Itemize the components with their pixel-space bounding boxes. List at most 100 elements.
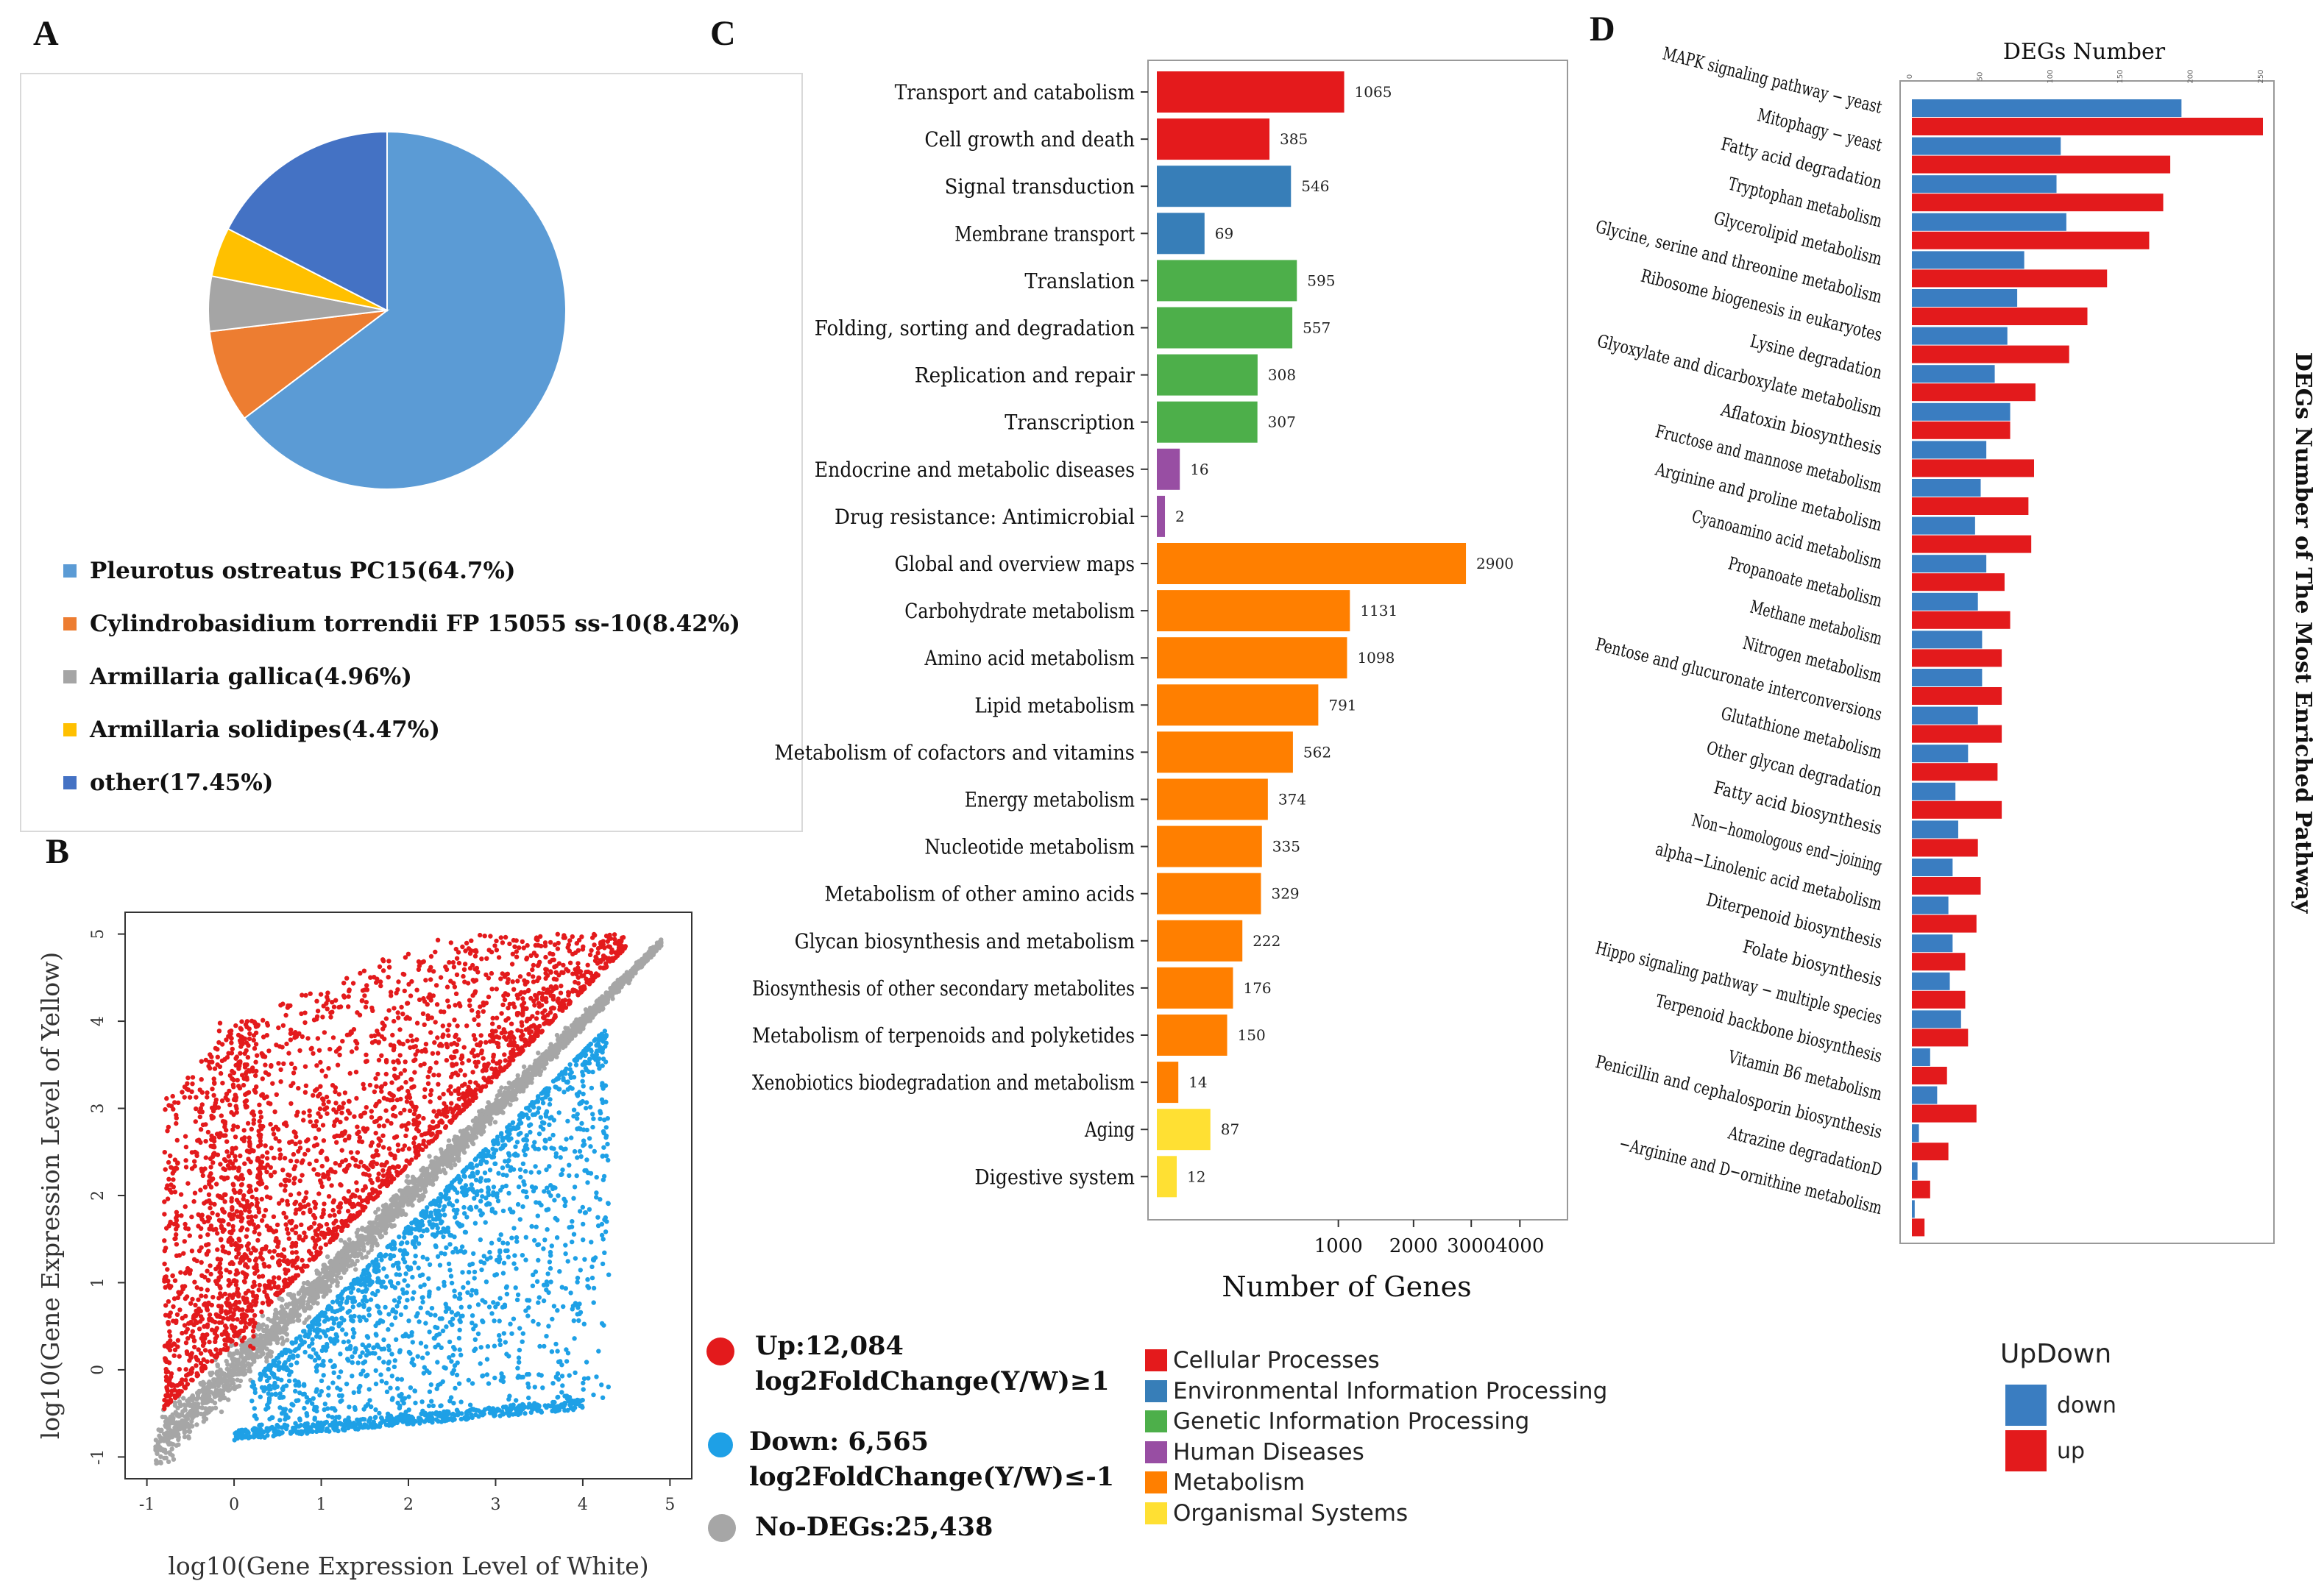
scatter-point — [536, 1051, 541, 1056]
scatter-point — [403, 1212, 408, 1218]
scatter-point — [214, 1380, 220, 1385]
scatter-point — [184, 1373, 189, 1378]
scatter-point — [202, 1348, 208, 1353]
scatter-point — [186, 1429, 191, 1434]
scatter-point — [506, 1080, 511, 1086]
legend-label: Cylindrobasidium torrendii FP 15055 ss-1… — [90, 611, 740, 637]
pie-legend-item: other(17.45%) — [63, 770, 273, 796]
scatter-point — [554, 1032, 560, 1038]
scatter-point — [360, 1225, 365, 1231]
scatter-point — [158, 1454, 163, 1460]
scatter-point — [194, 1373, 200, 1379]
pie-slice — [227, 130, 388, 312]
scatter-point — [200, 1397, 205, 1403]
scatter-point — [227, 1383, 233, 1388]
scatter-point — [186, 1435, 191, 1441]
pie-slice — [243, 130, 567, 490]
scatter-point — [177, 1382, 183, 1387]
legend-swatch — [63, 723, 77, 736]
scatter-point — [424, 1172, 429, 1177]
scatter-point — [194, 1363, 199, 1368]
scatter-point — [364, 1254, 369, 1260]
scatter-point — [169, 1371, 174, 1376]
scatter-point — [180, 1330, 185, 1336]
scatter-point — [187, 1413, 192, 1418]
scatter-point — [189, 1394, 194, 1400]
scatter-point — [174, 1393, 179, 1399]
scatter-point — [284, 1332, 289, 1337]
scatter-point — [192, 1344, 197, 1350]
scatter-point — [209, 1359, 215, 1364]
scatter-point — [315, 1301, 320, 1306]
scatter-point — [291, 1313, 296, 1319]
scatter-point — [266, 1316, 271, 1322]
scatter-point — [201, 1419, 206, 1424]
scatter-point — [254, 1351, 259, 1357]
scatter-point — [176, 1437, 181, 1443]
scatter-point — [213, 1347, 219, 1352]
scatter-point — [166, 1320, 171, 1326]
scatter-point — [185, 1336, 191, 1341]
scatter-point — [249, 1362, 254, 1367]
scatter-point — [206, 1408, 212, 1414]
scatter-point — [194, 1413, 199, 1418]
scatter-point — [453, 1162, 458, 1168]
scatter-point — [301, 1281, 307, 1286]
scatter-point — [174, 1443, 179, 1448]
scatter-point — [227, 1387, 233, 1393]
scatter-point — [213, 1405, 219, 1411]
scatter-point — [226, 1397, 231, 1402]
scatter-point — [283, 1310, 288, 1315]
scatter-point — [281, 1339, 286, 1344]
scatter-point — [170, 1412, 175, 1418]
scatter-point — [166, 1312, 171, 1318]
scatter-point — [229, 1323, 235, 1329]
scatter-point — [166, 1399, 171, 1404]
scatter-point — [189, 1418, 194, 1424]
scatter-point — [202, 1381, 207, 1386]
scatter-point — [264, 1324, 269, 1329]
scatter-point — [196, 1326, 202, 1332]
scatter-point — [227, 1369, 232, 1374]
scatter-point — [172, 1347, 178, 1353]
scatter-point — [212, 1394, 218, 1399]
legend-swatch — [63, 564, 77, 578]
scatter-point — [169, 1446, 174, 1452]
scatter-point — [247, 1368, 253, 1374]
scatter-point — [190, 1329, 195, 1334]
scatter-point — [198, 1351, 204, 1356]
scatter-point — [264, 1355, 269, 1360]
scatter-point — [199, 1316, 205, 1322]
scatter-point — [202, 1386, 207, 1391]
scatter-point — [193, 1318, 198, 1324]
scatter-point — [167, 1333, 173, 1339]
scatter-point — [488, 1106, 494, 1112]
scatter-point — [295, 1318, 300, 1323]
scatter-point — [466, 1125, 472, 1130]
scatter-point — [302, 1320, 307, 1326]
scatter-point — [207, 1393, 212, 1399]
scatter-point — [182, 1434, 188, 1440]
scatter-point — [410, 1203, 415, 1208]
scatter-point — [170, 1382, 175, 1388]
scatter-point — [186, 1321, 191, 1326]
scatter-point — [191, 1314, 196, 1319]
scatter-point — [230, 1356, 235, 1361]
scatter-point — [307, 1306, 313, 1311]
scatter-point — [194, 1357, 199, 1363]
scatter-point — [292, 1297, 298, 1303]
pie-legend-item: Pleurotus ostreatus PC15(64.7%) — [63, 558, 516, 584]
scatter-point — [185, 1424, 191, 1429]
scatter-point — [165, 1388, 170, 1393]
scatter-point — [153, 1447, 158, 1453]
scatter-point — [230, 1385, 236, 1390]
legend-label: other(17.45%) — [90, 770, 274, 796]
scatter-point — [188, 1368, 194, 1374]
scatter-point — [373, 1209, 378, 1215]
scatter-point — [256, 1337, 261, 1343]
scatter-point — [180, 1377, 185, 1382]
scatter-point — [183, 1403, 188, 1409]
scatter-point — [183, 1367, 188, 1372]
scatter-point — [216, 1374, 221, 1379]
scatter-point — [163, 1455, 169, 1461]
